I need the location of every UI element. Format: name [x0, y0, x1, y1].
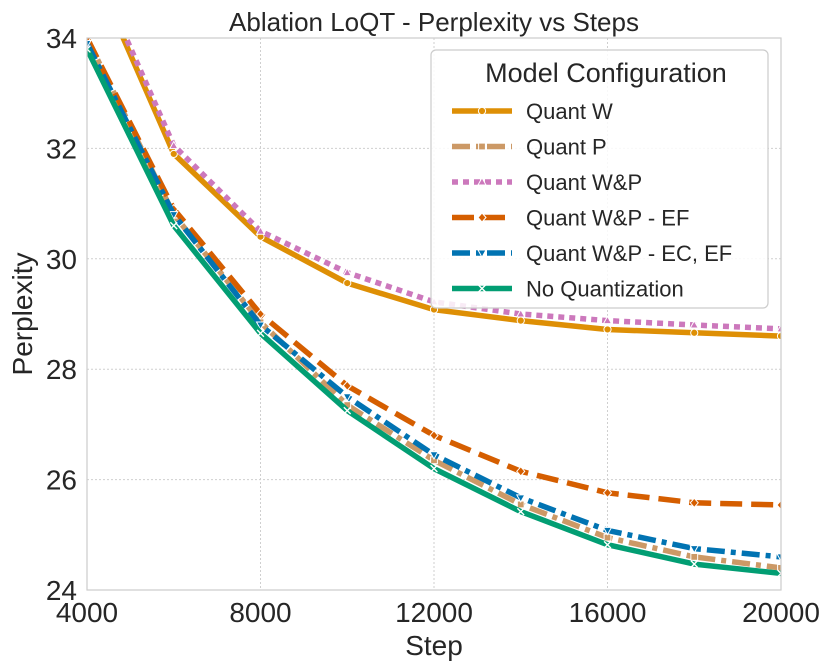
data-point	[87, 45, 91, 53]
legend-marker	[477, 212, 487, 223]
data-point	[342, 267, 353, 277]
y-tick-label: 28	[46, 354, 77, 385]
legend-title: Model Configuration	[485, 58, 727, 88]
legend-marker	[478, 142, 486, 151]
chart-title: Ablation LoQT - Perplexity vs Steps	[229, 7, 639, 37]
y-axis-ticks: 24 26 28 30 32 34	[46, 23, 77, 606]
data-point	[516, 466, 526, 477]
data-point	[515, 308, 526, 318]
data-point	[602, 487, 613, 499]
series-line	[87, 38, 781, 571]
data-point	[430, 464, 438, 473]
data-point	[343, 406, 352, 415]
series-no-quantization	[87, 45, 781, 578]
x-axis-ticks: 4000 8000 12000 16000 20000	[56, 597, 820, 628]
data-point	[689, 497, 699, 509]
legend-box	[430, 49, 769, 309]
data-point	[255, 308, 266, 320]
legend-marker	[477, 176, 487, 186]
data-point	[515, 494, 526, 504]
data-point	[776, 499, 781, 511]
data-point	[255, 225, 266, 235]
data-point	[689, 319, 700, 329]
legend-item-no-quantization: No Quantization	[452, 277, 684, 302]
legend-label: Quant W&P - EC, EF	[526, 241, 732, 266]
legend-marker	[477, 249, 487, 259]
data-point	[776, 331, 781, 341]
data-point	[342, 393, 353, 403]
legend-items: Quant W Quant P Quant W&P Quant W&P - EF Qua…	[452, 99, 732, 302]
data-point	[516, 507, 525, 516]
series-quant-wandp-ec-ef	[87, 40, 781, 563]
x-tick-label: 12000	[395, 597, 473, 628]
data-point	[168, 211, 179, 220]
x-tick-label: 16000	[569, 597, 647, 628]
data-point	[343, 278, 352, 288]
series-line	[123, 38, 781, 332]
legend-item-quant-p: Quant P	[452, 135, 607, 160]
y-tick-label: 24	[46, 575, 77, 606]
y-tick-label: 26	[46, 465, 77, 496]
legend-label: Quant W&P	[526, 170, 642, 195]
data-point	[690, 560, 699, 568]
legend-label: Quant W	[526, 99, 613, 124]
legend-item-quant-wandp-ef: Quant W&P - EF	[452, 206, 689, 231]
y-tick-label: 32	[46, 133, 77, 164]
legend-item-quant-wandp-ec-ef: Quant W&P - EC, EF	[452, 241, 732, 266]
data-point	[690, 552, 699, 561]
legend-marker	[477, 106, 487, 116]
data-point	[690, 328, 699, 337]
x-tick-label: 4000	[56, 597, 118, 628]
data-point	[603, 325, 612, 334]
data-point	[169, 149, 178, 159]
data-point	[255, 321, 266, 331]
data-point	[689, 545, 700, 554]
y-tick-label: 34	[46, 23, 77, 54]
y-axis-label: Perplexity	[7, 253, 38, 376]
data-point	[87, 40, 92, 49]
data-point	[168, 140, 179, 150]
data-point	[169, 221, 178, 230]
data-point	[603, 540, 612, 549]
data-point	[776, 553, 781, 563]
legend-marker	[478, 284, 486, 293]
x-tick-label: 8000	[229, 597, 291, 628]
data-point	[429, 430, 439, 441]
data-point	[429, 451, 439, 460]
y-tick-label: 30	[46, 244, 77, 275]
data-point	[777, 569, 781, 578]
legend-label: Quant P	[526, 135, 607, 160]
data-point	[256, 329, 265, 338]
x-axis-label: Step	[405, 630, 463, 661]
data-point	[602, 315, 613, 325]
x-tick-label: 20000	[742, 597, 820, 628]
legend-item-quant-wandp: Quant W&P	[452, 170, 642, 195]
data-point	[516, 316, 525, 325]
data-point	[342, 380, 352, 392]
series-layer	[87, 38, 781, 578]
data-point	[602, 526, 613, 536]
legend-label: No Quantization	[526, 277, 684, 302]
legend-label: Quant W&P - EF	[526, 206, 689, 231]
data-point	[776, 323, 781, 333]
legend-item-quant-w: Quant W	[452, 99, 613, 124]
plot-frame	[86, 37, 782, 591]
